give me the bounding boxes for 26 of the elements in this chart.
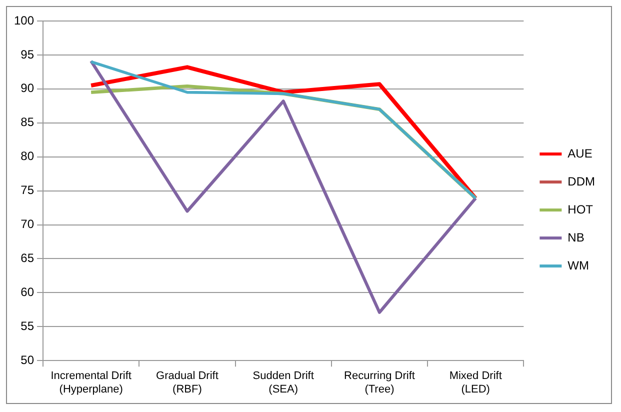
legend-label: HOT	[568, 202, 594, 216]
y-tick-label: 75	[20, 183, 34, 198]
category-label: Incremental Drift	[50, 370, 132, 382]
y-tick-label: 100	[14, 13, 34, 28]
y-tick-label: 85	[20, 115, 34, 130]
category-label: Gradual Drift	[156, 370, 218, 382]
y-tick-label: 80	[20, 149, 34, 164]
category-label: Mixed Drift	[449, 370, 502, 382]
legend-label: WM	[568, 258, 589, 272]
category-label: (Hyperplane)	[59, 383, 123, 396]
category-label: (Tree)	[364, 383, 394, 396]
legend-label: AUE	[568, 146, 592, 160]
y-tick-label: 50	[20, 352, 34, 367]
y-tick-label: 65	[20, 251, 34, 266]
legend-label: DDM	[568, 174, 596, 188]
y-tick-label: 95	[20, 47, 34, 62]
y-tick-label: 90	[20, 81, 34, 96]
category-label: Recurring Drift	[344, 370, 415, 382]
y-tick-label: 70	[20, 217, 34, 232]
category-label: (RBF)	[172, 383, 202, 396]
category-label: (LED)	[461, 383, 490, 396]
category-label: Sudden Drift	[252, 370, 314, 382]
y-tick-label: 60	[20, 284, 34, 299]
category-label: (SEA)	[268, 383, 298, 396]
legend-label: NB	[568, 230, 584, 244]
y-tick-label: 55	[20, 318, 34, 333]
